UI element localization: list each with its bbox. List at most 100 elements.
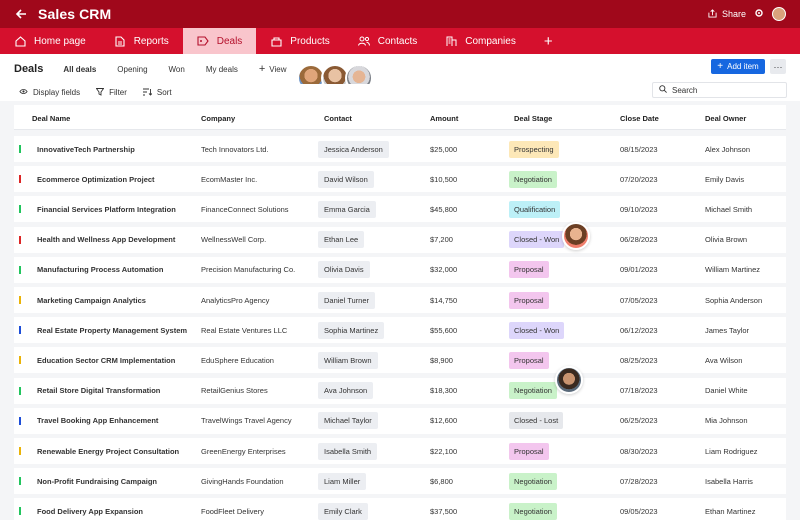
header-deal-name[interactable]: Deal Name <box>32 114 71 123</box>
gear-icon[interactable] <box>754 5 764 23</box>
stage-badge[interactable]: Proposal <box>509 442 549 460</box>
stage-badge[interactable]: Closed - Lost <box>509 412 564 430</box>
stage-badge[interactable]: Negotiation <box>509 472 557 490</box>
deal-name: Marketing Campaign Analytics <box>37 295 146 305</box>
stage-badge[interactable]: Closed - Won <box>509 321 565 339</box>
add-item-button[interactable]: + Add item <box>711 59 765 74</box>
table-row[interactable]: InnovativeTech Partnership Tech Innovator… <box>14 136 786 162</box>
close-date-cell: 07/18/2023 <box>620 378 658 404</box>
owner-cell: Ava Wilson <box>705 355 743 365</box>
table-row[interactable]: Retail Store Digital Transformation Retai… <box>14 377 786 404</box>
tab-home-page[interactable]: Home page <box>0 28 100 54</box>
stage-badge[interactable]: Proposal <box>509 291 549 309</box>
contact-chip[interactable]: Olivia Davis <box>318 261 370 279</box>
stage-badge[interactable]: Proposal <box>509 351 549 369</box>
contact-chip[interactable]: Liam Miller <box>318 472 367 490</box>
contact-chip[interactable]: Sophia Martinez <box>318 321 385 339</box>
deal-name: Food Delivery App Expansion <box>37 498 143 520</box>
share-button[interactable]: Share <box>708 8 746 20</box>
table-row[interactable]: Ecommerce Optimization Project EcomMaster… <box>14 166 786 193</box>
contact-chip[interactable]: David Wilson <box>318 170 374 188</box>
owner-cell: William Martinez <box>705 257 760 283</box>
contact-chip[interactable]: Jessica Anderson <box>318 140 389 158</box>
sort-button[interactable]: Sort <box>142 88 172 98</box>
tab-reports[interactable]: Reports <box>100 28 183 54</box>
bag-icon <box>270 35 282 47</box>
tab-opening[interactable]: Opening <box>117 64 148 74</box>
tab-deals[interactable]: Deals <box>182 28 257 54</box>
add-view-button[interactable]: + View <box>259 63 287 75</box>
tab-all-deals[interactable]: All deals <box>63 64 97 74</box>
close-date-cell: 08/25/2023 <box>620 347 658 373</box>
row-color-indicator <box>19 507 21 516</box>
table-row[interactable]: Health and Wellness App Development Welln… <box>14 226 786 253</box>
display-fields-button[interactable]: Display fields <box>19 88 80 97</box>
tab-contacts[interactable]: Contacts <box>344 28 431 54</box>
header-deal-stage[interactable]: Deal Stage <box>514 114 553 123</box>
company-cell: AnalyticsPro Agency <box>201 295 270 305</box>
contact-chip[interactable]: Emma Garcia <box>318 200 376 218</box>
contact-chip[interactable]: Daniel Turner <box>318 291 376 309</box>
tab-won[interactable]: Won <box>168 64 185 74</box>
header-company[interactable]: Company <box>201 114 236 123</box>
table-row[interactable]: Real Estate Property Management System Re… <box>14 317 786 344</box>
table-row[interactable]: Renewable Energy Project Consultation Gre… <box>14 438 786 464</box>
stage-badge[interactable]: Negotiation <box>509 170 557 188</box>
search-icon <box>659 85 667 95</box>
tab-label: Contacts <box>377 35 418 47</box>
table-row[interactable]: Manufacturing Process Automation Precisio… <box>14 256 786 283</box>
close-date-cell: 09/01/2023 <box>620 265 658 275</box>
user-avatar[interactable] <box>772 7 786 21</box>
stage-badge[interactable]: Negotiation <box>509 382 557 400</box>
header-amount[interactable]: Amount <box>430 114 459 123</box>
header-close-date[interactable]: Close Date <box>620 114 659 123</box>
header-deal-owner[interactable]: Deal Owner <box>705 114 747 123</box>
tab-my-deals[interactable]: My deals <box>205 64 238 74</box>
back-arrow-icon[interactable] <box>14 7 28 21</box>
contact-chip[interactable]: William Brown <box>318 351 378 369</box>
main-tab-bar: Home page Reports Deals Products Contacts Com… <box>0 28 800 54</box>
filter-button[interactable]: Filter <box>95 87 127 98</box>
company-cell: TravelWings Travel Agency <box>201 416 292 426</box>
tab-companies[interactable]: Companies <box>431 28 530 54</box>
amount-cell: $37,500 <box>430 498 457 520</box>
company-cell: TravelWings Travel Agency <box>201 408 292 434</box>
contact-cell: Daniel Turner <box>318 287 376 313</box>
tab-label: Deals <box>216 35 243 47</box>
owner-cell: Alex Johnson <box>705 136 750 162</box>
stage-cell: Proposal <box>509 438 549 464</box>
owner-cell: Liam Rodriguez <box>705 446 758 456</box>
owner-cell: Emily Davis <box>705 174 745 184</box>
stage-badge[interactable]: Closed - Won <box>509 231 565 249</box>
stage-cell: Closed - Won <box>509 227 565 253</box>
table-row[interactable]: Food Delivery App Expansion FoodFleet Del… <box>14 498 786 520</box>
stage-badge[interactable]: Proposal <box>509 261 549 279</box>
contact-chip[interactable]: Emily Clark <box>318 502 368 520</box>
stage-badge[interactable]: Qualification <box>509 200 561 218</box>
company-cell: RetailGenius Stores <box>201 378 268 404</box>
contact-chip[interactable]: Isabella Smith <box>318 442 378 460</box>
amount-cell: $10,500 <box>430 166 457 192</box>
amount-cell: $45,800 <box>430 204 458 214</box>
close-date-cell: 08/30/2023 <box>620 438 658 464</box>
add-tab-button[interactable]: + <box>543 32 553 50</box>
owner-cell: James Taylor <box>705 317 749 343</box>
contact-cell: Jessica Anderson <box>318 136 389 162</box>
stage-badge[interactable]: Prospecting <box>509 140 559 158</box>
deal-name: Financial Services Platform Integration <box>37 204 176 214</box>
tab-products[interactable]: Products <box>256 28 343 54</box>
table-row[interactable]: Non-Profit Fundraising Campaign GivingHan… <box>14 468 786 495</box>
contact-chip[interactable]: Ava Johnson <box>318 382 374 400</box>
contact-chip[interactable]: Michael Taylor <box>318 412 378 430</box>
stage-badge[interactable]: Negotiation <box>509 502 557 520</box>
table-row[interactable]: Education Sector CRM Implementation EduSp… <box>14 347 786 374</box>
table-row[interactable]: Travel Booking App Enhancement TravelWing… <box>14 407 786 434</box>
table-row[interactable]: Marketing Campaign Analytics AnalyticsPro… <box>14 287 786 313</box>
search-input[interactable]: Search <box>652 82 787 98</box>
owner-cell: William Martinez <box>705 265 761 275</box>
contact-chip[interactable]: Ethan Lee <box>318 231 365 249</box>
more-options-button[interactable]: ··· <box>770 59 786 74</box>
close-date-cell: 06/25/2023 <box>620 416 658 426</box>
header-contact[interactable]: Contact <box>324 114 352 123</box>
table-row[interactable]: Financial Services Platform Integration F… <box>14 196 786 223</box>
